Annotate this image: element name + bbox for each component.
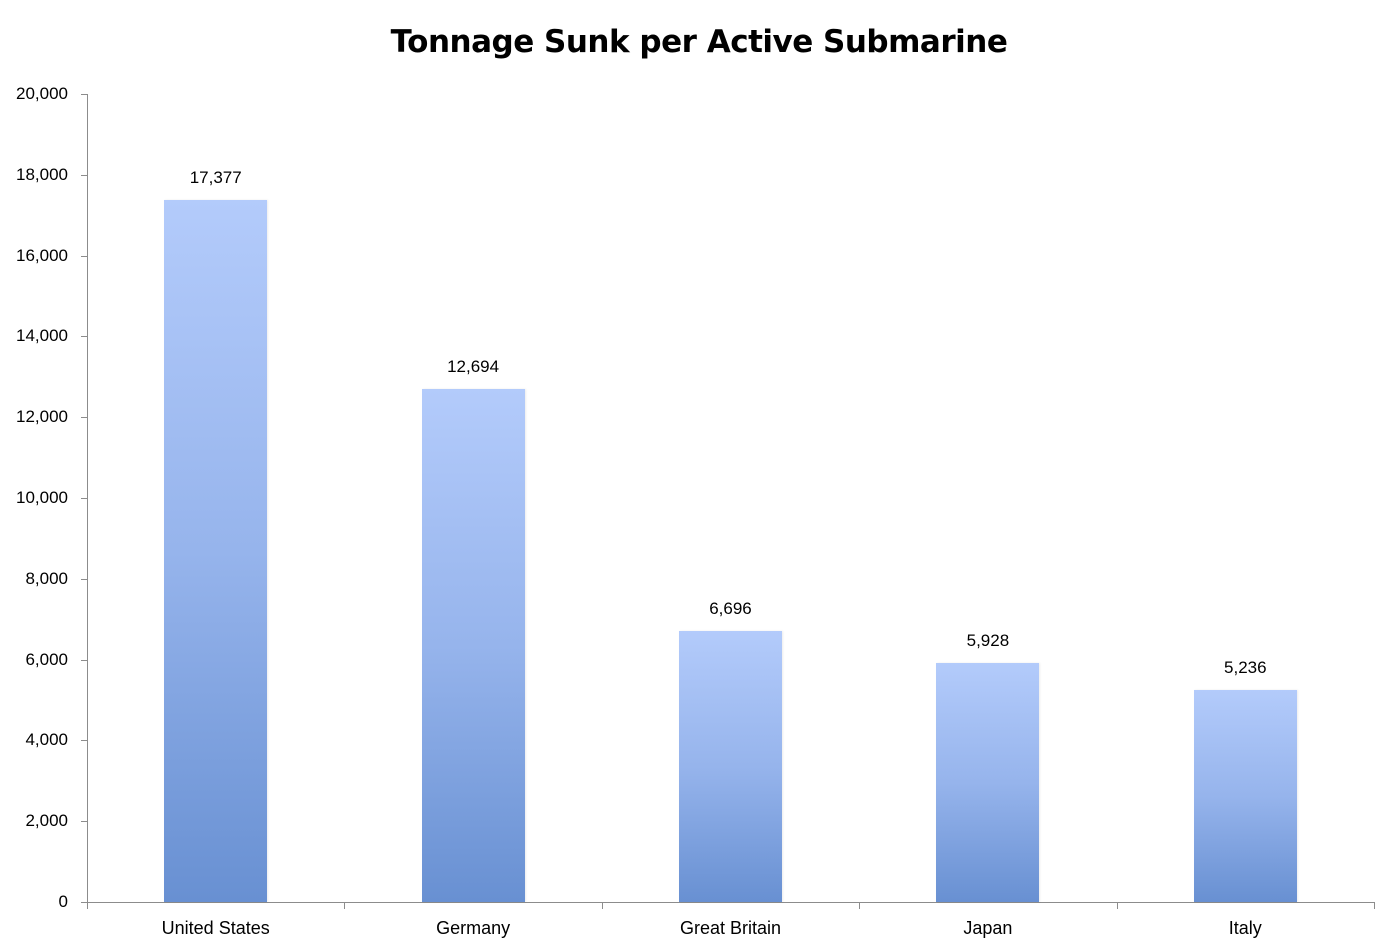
bar-japan bbox=[936, 662, 1040, 902]
bar-great-britain bbox=[679, 631, 782, 902]
y-tick-label: 0 bbox=[58, 892, 68, 911]
x-category-label: Great Britain bbox=[679, 918, 782, 938]
y-axis bbox=[87, 94, 88, 902]
y-tick bbox=[81, 902, 87, 903]
y-tick bbox=[81, 659, 87, 661]
y-tick-label: 16,000 bbox=[16, 245, 68, 265]
y-tick-label: 12,000 bbox=[16, 407, 68, 427]
data-label: 6,696 bbox=[709, 599, 752, 619]
bar-germany bbox=[421, 389, 525, 902]
x-category-label: Germany bbox=[436, 918, 511, 938]
x-tick bbox=[344, 902, 346, 909]
y-tick bbox=[81, 821, 87, 823]
y-tick-label: 2,000 bbox=[25, 811, 68, 831]
x-category-label: United States bbox=[161, 918, 270, 938]
y-tick bbox=[81, 174, 87, 176]
bar-united-states bbox=[164, 199, 268, 902]
y-tick bbox=[81, 578, 87, 580]
y-tick-label: 6,000 bbox=[25, 649, 68, 669]
y-tick bbox=[81, 94, 87, 95]
data-label: 5,928 bbox=[966, 630, 1010, 650]
y-tick-label: 18,000 bbox=[16, 164, 68, 184]
data-label: 17,377 bbox=[189, 167, 242, 187]
y-tick bbox=[81, 740, 87, 742]
x-category-label: Japan bbox=[963, 918, 1013, 938]
bar-italy bbox=[1193, 690, 1297, 902]
chart-title: Tonnage Sunk per Active Submarine bbox=[390, 24, 1008, 60]
data-label: 12,694 bbox=[447, 357, 500, 377]
y-tick-label: 14,000 bbox=[16, 326, 68, 346]
x-tick bbox=[601, 902, 603, 909]
y-tick bbox=[81, 336, 87, 338]
x-tick bbox=[1116, 902, 1118, 909]
y-tick bbox=[81, 498, 87, 499]
y-tick bbox=[81, 417, 87, 419]
data-label: 5,236 bbox=[1224, 658, 1267, 678]
x-tick bbox=[1374, 902, 1375, 909]
y-tick bbox=[81, 255, 87, 257]
x-category-label: Italy bbox=[1228, 918, 1262, 938]
x-tick bbox=[87, 902, 88, 909]
x-axis bbox=[87, 902, 1374, 903]
x-tick bbox=[859, 902, 861, 909]
y-tick-label: 4,000 bbox=[25, 730, 68, 750]
y-tick-label: 8,000 bbox=[25, 568, 68, 588]
y-tick-label: 20,000 bbox=[16, 84, 68, 103]
y-tick-label: 10,000 bbox=[16, 488, 68, 507]
